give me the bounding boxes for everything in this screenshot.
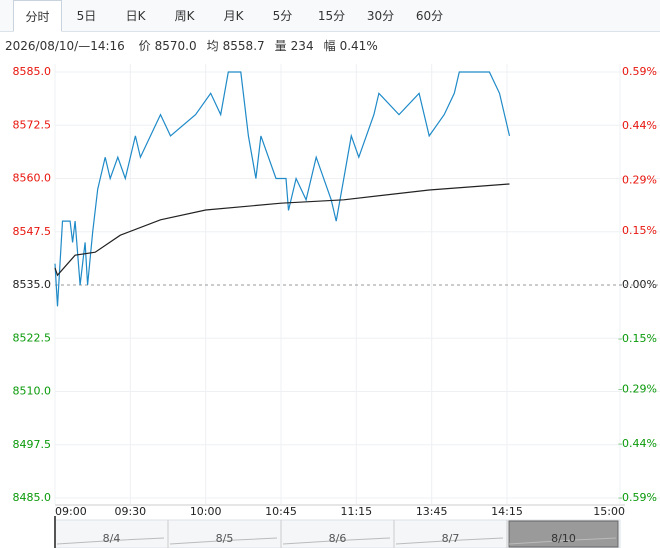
y2-tick-label: 0.15% xyxy=(622,224,657,237)
y-tick-label: 8560.0 xyxy=(13,172,52,185)
info-label: 量 xyxy=(274,39,287,53)
y-tick-label: 8522.5 xyxy=(13,331,52,344)
y-tick-label: 8485.0 xyxy=(13,491,52,504)
x-tick-label: 09:30 xyxy=(114,505,146,518)
tab[interactable]: 15分 xyxy=(317,9,346,23)
tab[interactable]: 周K xyxy=(174,9,195,23)
tab[interactable]: 月K xyxy=(223,9,244,23)
y-tick-label: 8535.0 xyxy=(13,278,52,291)
tab[interactable]: 分时 xyxy=(13,0,62,32)
series-line xyxy=(54,71,511,307)
x-tick-label: 10:45 xyxy=(265,505,297,518)
info-value: 8570.0 xyxy=(154,39,197,53)
x-tick-label: 10:00 xyxy=(190,505,222,518)
navigator-sparkline xyxy=(169,537,278,545)
y-tick-label: 8547.5 xyxy=(13,225,52,238)
navigator-sparkline xyxy=(508,537,617,545)
navigator-date[interactable]: 8/5 xyxy=(216,532,234,545)
series-line xyxy=(54,183,510,277)
tab[interactable]: 日K xyxy=(125,9,146,23)
navigator-sparkline xyxy=(395,537,504,545)
navigator-date[interactable]: 8/6 xyxy=(329,532,347,545)
info-value: 234 xyxy=(290,39,314,53)
y2-tick-label: -0.15% xyxy=(618,332,657,345)
y-tick-label: 8572.5 xyxy=(13,118,52,131)
tab-bar: 分时 5日 日K 周K 月K 5分 15分 30分 60分 xyxy=(0,0,660,32)
x-tick-label: 09:00 xyxy=(55,505,87,518)
tab[interactable]: 30分 xyxy=(366,9,395,23)
info-value: 8558.7 xyxy=(222,39,265,53)
y2-tick-label: 0.44% xyxy=(622,119,657,132)
info-time: 2026/08/10/—14:16 xyxy=(5,39,125,53)
y2-tick-label: -0.44% xyxy=(618,437,657,450)
navigator-sparkline xyxy=(56,537,165,545)
info-label: 幅 xyxy=(323,39,336,53)
navigator-sparkline xyxy=(282,537,391,545)
x-tick-label: 15:00 xyxy=(593,505,625,518)
tab[interactable]: 60分 xyxy=(415,9,444,23)
y2-tick-label: -0.59% xyxy=(618,491,657,504)
y2-tick-label: -0.29% xyxy=(618,383,657,396)
info-line: 2026/08/10/—14:16 价 8570.0 均 8558.7 量 234 幅 0.4… xyxy=(5,37,382,54)
x-tick-label: 14:15 xyxy=(491,505,523,518)
x-tick-label: 11:15 xyxy=(340,505,372,518)
tab[interactable]: 5日 xyxy=(76,9,97,23)
navigator-date[interactable]: 8/7 xyxy=(442,532,460,545)
y2-tick-label: 0.29% xyxy=(622,173,657,186)
navigator-date[interactable]: 8/10 xyxy=(551,532,576,545)
tab[interactable]: 5分 xyxy=(272,9,293,23)
y-tick-label: 8497.5 xyxy=(13,438,52,451)
info-label: 价 xyxy=(138,39,151,53)
info-label: 均 xyxy=(206,39,219,53)
y2-tick-label: 0.59% xyxy=(622,65,657,78)
info-value: 0.41% xyxy=(339,39,378,53)
y-tick-label: 8585.0 xyxy=(13,65,52,78)
y-tick-label: 8510.0 xyxy=(13,385,52,398)
navigator-date[interactable]: 8/4 xyxy=(103,532,121,545)
x-tick-label: 13:45 xyxy=(416,505,448,518)
